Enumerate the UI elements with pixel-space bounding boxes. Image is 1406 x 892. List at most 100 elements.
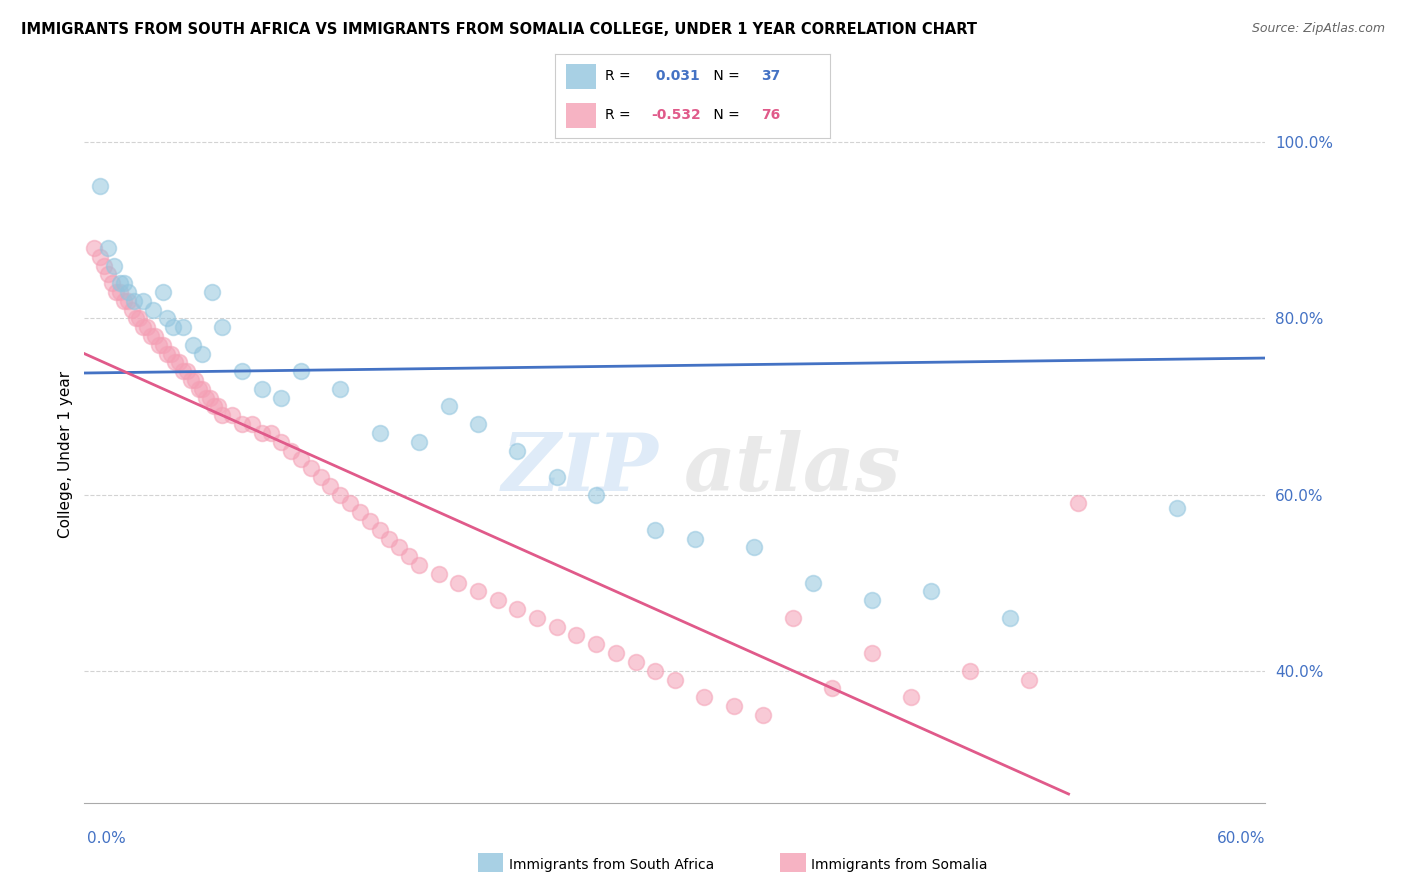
- Point: [565, 628, 588, 642]
- Point: [156, 346, 179, 360]
- Point: [319, 479, 342, 493]
- Point: [447, 575, 470, 590]
- Text: -0.532: -0.532: [651, 109, 702, 122]
- Point: [231, 364, 253, 378]
- Text: atlas: atlas: [685, 430, 901, 508]
- Point: [998, 611, 1021, 625]
- Point: [142, 302, 165, 317]
- Text: 37: 37: [761, 70, 780, 83]
- Point: [644, 523, 666, 537]
- Point: [506, 443, 529, 458]
- Point: [176, 364, 198, 378]
- Text: IMMIGRANTS FROM SOUTH AFRICA VS IMMIGRANTS FROM SOMALIA COLLEGE, UNDER 1 YEAR CO: IMMIGRANTS FROM SOUTH AFRICA VS IMMIGRAN…: [21, 22, 977, 37]
- Point: [187, 382, 209, 396]
- Point: [329, 382, 352, 396]
- Point: [104, 285, 127, 299]
- Point: [132, 320, 155, 334]
- Point: [664, 673, 686, 687]
- FancyBboxPatch shape: [567, 103, 596, 128]
- Point: [644, 664, 666, 678]
- Point: [1166, 500, 1188, 515]
- Point: [211, 409, 233, 423]
- Point: [240, 417, 263, 431]
- Point: [752, 707, 775, 722]
- Point: [860, 646, 883, 660]
- Point: [585, 637, 607, 651]
- Point: [108, 285, 131, 299]
- Point: [183, 373, 205, 387]
- Point: [900, 690, 922, 705]
- Text: Source: ZipAtlas.com: Source: ZipAtlas.com: [1251, 22, 1385, 36]
- Text: R =: R =: [605, 70, 634, 83]
- Text: Immigrants from South Africa: Immigrants from South Africa: [509, 858, 714, 872]
- Point: [108, 276, 131, 290]
- Point: [585, 487, 607, 501]
- Point: [211, 320, 233, 334]
- Point: [93, 259, 115, 273]
- Point: [1067, 496, 1090, 510]
- Point: [368, 523, 391, 537]
- Point: [101, 276, 124, 290]
- Point: [329, 487, 352, 501]
- Point: [172, 364, 194, 378]
- Point: [132, 293, 155, 308]
- Point: [143, 329, 166, 343]
- Point: [112, 293, 135, 308]
- Point: [339, 496, 361, 510]
- Text: ZIP: ZIP: [502, 430, 659, 508]
- Point: [408, 558, 430, 572]
- Point: [398, 549, 420, 564]
- Point: [388, 541, 411, 555]
- Point: [162, 320, 184, 334]
- Point: [526, 611, 548, 625]
- Point: [427, 566, 450, 581]
- Point: [201, 285, 224, 299]
- Point: [250, 425, 273, 440]
- Point: [136, 320, 159, 334]
- Point: [260, 425, 283, 440]
- Point: [270, 391, 292, 405]
- Text: Immigrants from Somalia: Immigrants from Somalia: [811, 858, 988, 872]
- Point: [117, 293, 139, 308]
- Point: [180, 373, 202, 387]
- Point: [121, 302, 143, 317]
- Point: [128, 311, 150, 326]
- Point: [486, 593, 509, 607]
- Point: [920, 584, 942, 599]
- Point: [959, 664, 981, 678]
- Point: [141, 329, 163, 343]
- Text: 0.0%: 0.0%: [87, 831, 127, 846]
- Text: 60.0%: 60.0%: [1218, 831, 1265, 846]
- Point: [270, 434, 292, 449]
- Point: [97, 268, 120, 282]
- Point: [860, 593, 883, 607]
- Point: [191, 346, 214, 360]
- Point: [207, 400, 229, 414]
- Point: [122, 293, 145, 308]
- Point: [782, 611, 804, 625]
- Point: [112, 276, 135, 290]
- Point: [290, 364, 312, 378]
- Point: [221, 409, 243, 423]
- Point: [1018, 673, 1040, 687]
- Point: [368, 425, 391, 440]
- Point: [309, 470, 332, 484]
- Y-axis label: College, Under 1 year: College, Under 1 year: [58, 371, 73, 539]
- Point: [231, 417, 253, 431]
- Point: [408, 434, 430, 449]
- Point: [160, 346, 183, 360]
- Point: [437, 400, 460, 414]
- Point: [624, 655, 647, 669]
- Point: [167, 355, 190, 369]
- Point: [181, 338, 204, 352]
- Point: [124, 311, 146, 326]
- Point: [83, 241, 105, 255]
- Point: [723, 698, 745, 713]
- Point: [163, 355, 186, 369]
- Point: [742, 541, 765, 555]
- Point: [378, 532, 401, 546]
- Point: [172, 320, 194, 334]
- Point: [89, 179, 111, 194]
- Point: [152, 338, 174, 352]
- Text: R =: R =: [605, 109, 634, 122]
